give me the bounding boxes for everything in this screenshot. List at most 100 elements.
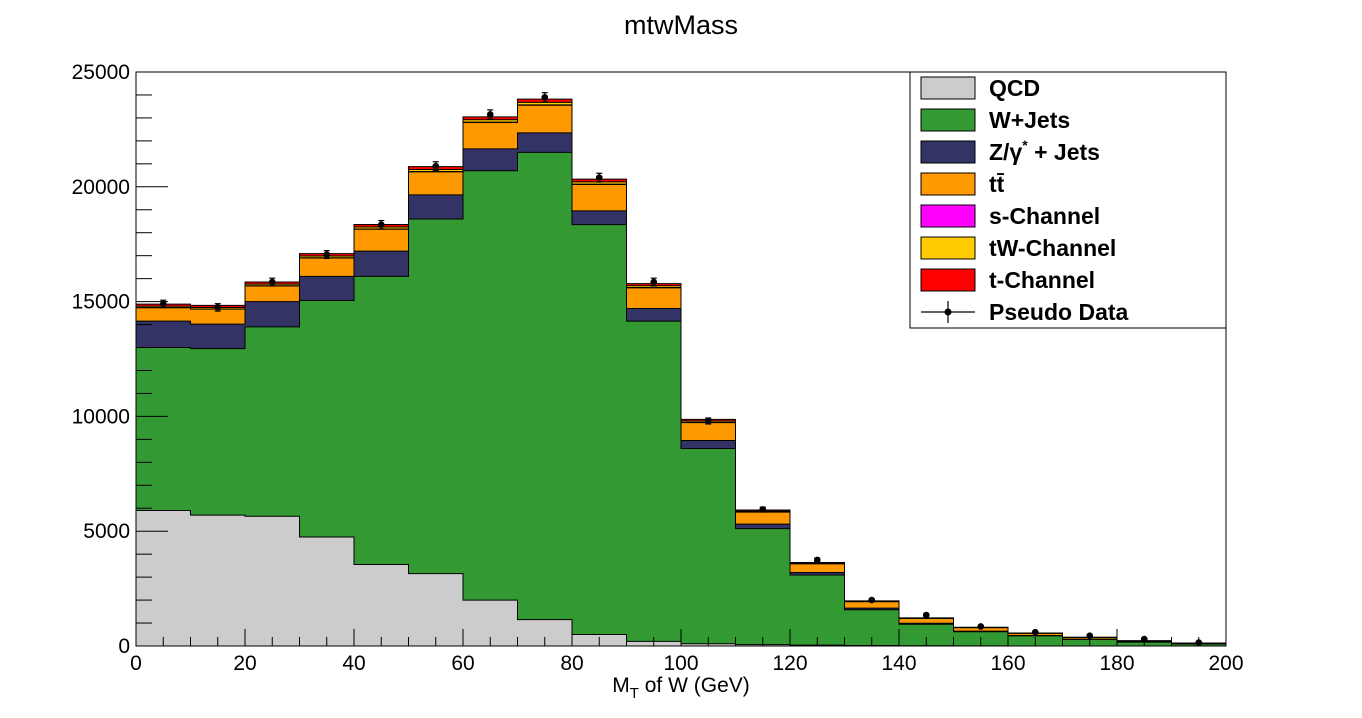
bar-w-jets-2 (245, 326, 300, 517)
x-tick-label: 140 (881, 652, 916, 675)
marker (214, 304, 222, 311)
bar-z-jets-14 (899, 623, 954, 625)
bar-tt--5 (408, 171, 463, 195)
legend-label: Z/γ* + Jets (989, 137, 1100, 165)
legend-label: Pseudo Data (989, 299, 1129, 325)
bar-tt--14 (899, 618, 954, 624)
x-tick-label: 100 (663, 652, 698, 675)
bar-w-jets-7 (517, 152, 572, 620)
bar-w-jets-0 (136, 347, 191, 511)
x-tick-label: 180 (1099, 652, 1134, 675)
bar-tt--3 (299, 257, 354, 277)
y-tick-label: 0 (118, 635, 130, 658)
legend-entry-pseudo-data: Pseudo Data (921, 299, 1129, 325)
legend-label: t-Channel (989, 267, 1095, 293)
data-point-14 (922, 611, 930, 619)
data-point-9 (650, 277, 658, 287)
marker (868, 596, 876, 604)
axes: 0 5000 10000 15000 20000 25000 0 20 40 60 80 100 120… (72, 61, 1244, 675)
bar-tw-channel-6 (463, 119, 518, 123)
bar-tt--8 (572, 184, 627, 211)
legend-label: tt̄ (989, 171, 1005, 197)
legend-swatch (920, 76, 976, 100)
data-point-15 (977, 623, 985, 630)
marker (650, 278, 658, 286)
data-point-1 (214, 303, 222, 312)
legend-entry-w-jets: W+Jets (920, 107, 1070, 133)
marker (541, 93, 549, 101)
data-point-6 (486, 109, 494, 120)
bar-w-jets-1 (190, 348, 245, 516)
legend-label: s-Channel (989, 203, 1100, 229)
data-point-4 (377, 219, 385, 230)
y-tick-label: 15000 (72, 291, 130, 314)
legend-swatch (920, 172, 976, 196)
x-label-sub: T (630, 685, 639, 702)
marker (977, 623, 985, 630)
marker (922, 611, 930, 619)
y-tick-label: 10000 (72, 405, 130, 428)
bar-tw-channel-9 (626, 285, 681, 288)
bar-w-jets-9 (626, 321, 681, 642)
legend-entry-tw-channel: tW-Channel (920, 235, 1116, 261)
bar-tt--11 (735, 512, 790, 525)
x-tick-label: 0 (130, 652, 142, 675)
legend-entry-s-channel: s-Channel (920, 203, 1100, 229)
bar-qcd-5 (408, 573, 463, 646)
marker (432, 162, 440, 170)
legend-label: tW-Channel (989, 235, 1116, 261)
bar-qcd-3 (299, 536, 354, 646)
data-point-8 (595, 172, 603, 183)
legend-swatch (920, 268, 976, 292)
bar-qcd-1 (190, 515, 245, 646)
bar-w-jets-6 (463, 170, 518, 601)
legend-label: W+Jets (989, 107, 1070, 133)
marker (159, 300, 167, 308)
x-tick-label: 20 (233, 652, 256, 675)
legend: QCD W+Jets Z/γ* + Jets tt̄ s-Channel tW-Chann… (909, 71, 1227, 329)
bar-tt--9 (626, 287, 681, 309)
bar-qcd-2 (245, 516, 300, 646)
bar-tt--0 (136, 307, 191, 322)
bar-z-jets-1 (190, 324, 245, 349)
marker (486, 111, 494, 118)
legend-swatch (920, 108, 976, 132)
bar-w-jets-14 (899, 624, 954, 646)
bar-w-jets-11 (735, 528, 790, 645)
bar-tt--13 (844, 601, 899, 609)
y-tick-label: 5000 (83, 520, 130, 543)
bar-qcd-4 (354, 564, 409, 646)
legend-data-marker (944, 308, 952, 316)
data-point-17 (1086, 632, 1094, 639)
x-tick-label: 40 (342, 652, 365, 675)
legend-swatch (920, 140, 976, 164)
bar-z-jets-9 (626, 308, 681, 322)
bar-z-jets-10 (681, 440, 736, 449)
chart-title: mtwMass (624, 10, 738, 40)
data-point-13 (868, 596, 876, 604)
marker (813, 556, 821, 564)
bar-z-jets-6 (463, 148, 518, 171)
legend-label: QCD (989, 75, 1040, 101)
bar-tt--7 (517, 105, 572, 133)
bar-z-jets-8 (572, 210, 627, 225)
x-tick-label: 80 (560, 652, 583, 675)
bar-w-jets-4 (354, 276, 409, 565)
bar-tt--6 (463, 122, 518, 149)
bar-z-jets-7 (517, 132, 572, 153)
marker (595, 174, 603, 181)
bar-tw-channel-8 (572, 181, 627, 185)
bar-tt--2 (245, 285, 300, 302)
data-point-3 (323, 250, 331, 260)
x-tick-label: 160 (990, 652, 1025, 675)
y-tick-label: 20000 (72, 176, 130, 199)
bar-tw-channel-7 (517, 102, 572, 105)
legend-entry-tt-: tt̄ (920, 171, 1005, 197)
legend-swatch (920, 236, 976, 260)
x-label-rest: of W (GeV) (639, 674, 750, 697)
marker (704, 417, 712, 425)
bar-tt--1 (190, 309, 245, 325)
bar-z-jets-3 (299, 276, 354, 301)
marker (377, 221, 385, 228)
marker (759, 506, 767, 513)
